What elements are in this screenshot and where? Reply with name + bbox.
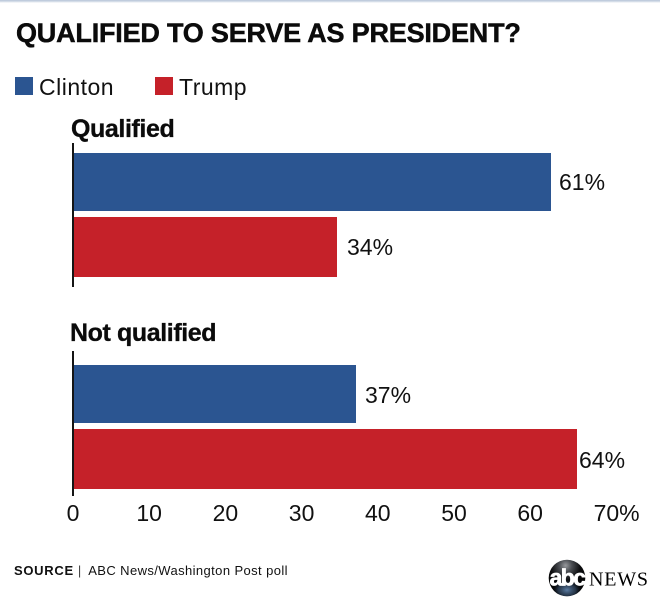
svg-text:abc: abc [550,564,587,590]
svg-text:NEWS: NEWS [589,569,649,591]
